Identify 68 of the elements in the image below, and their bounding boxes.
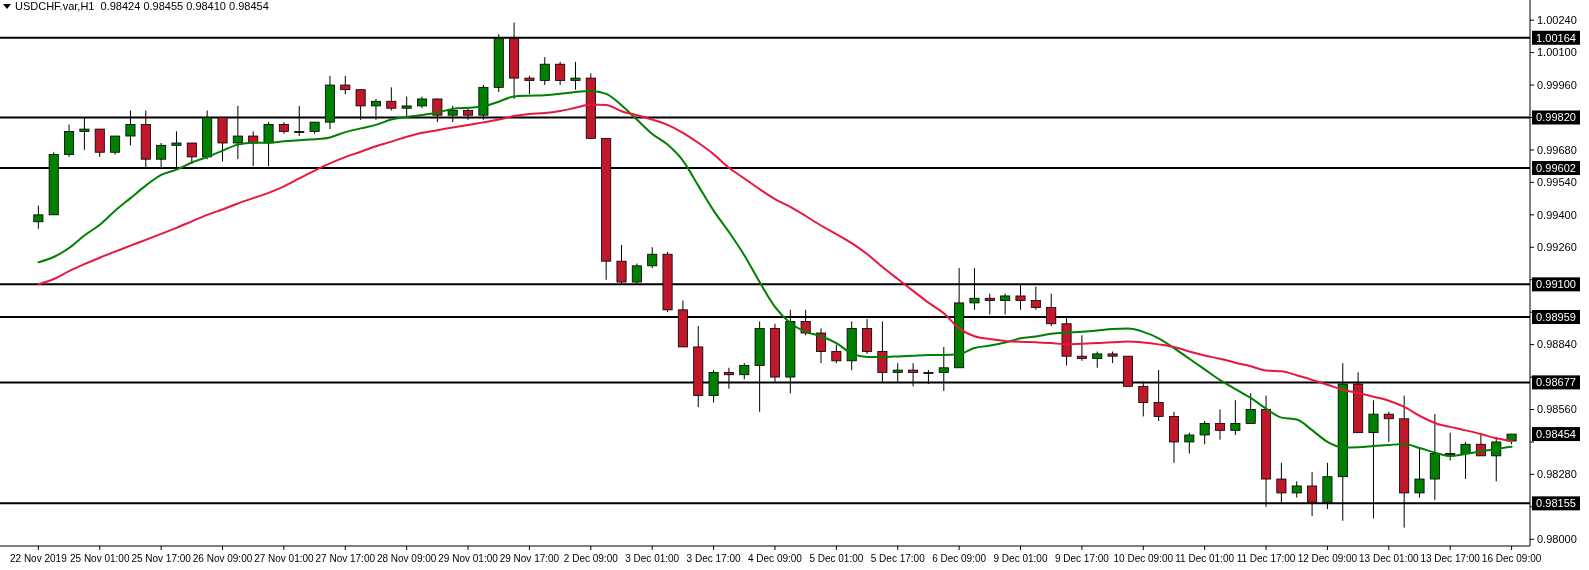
ref-line-label: 0.99820: [1536, 111, 1576, 124]
x-tick-label: 29 Nov 01:00: [438, 553, 499, 564]
y-tick-label: 1.00100: [1537, 46, 1577, 59]
x-tick-label: 12 Dec 09:00: [1297, 553, 1358, 564]
x-tick-label: 16 Dec 09:00: [1481, 553, 1542, 564]
y-tick-label: 1.00240: [1537, 14, 1577, 27]
x-tick-label: 9 Dec 17:00: [1054, 553, 1110, 564]
candlestick: [984, 293, 995, 315]
candlestick: [64, 123, 75, 158]
y-tick-label: 0.99960: [1537, 78, 1577, 91]
candlestick: [647, 246, 658, 269]
candlestick: [1199, 420, 1210, 445]
candlestick: [1000, 293, 1011, 315]
x-tick-label: 5 Dec 01:00: [809, 553, 864, 564]
candlestick: [524, 75, 535, 95]
candlestick: [110, 135, 121, 156]
x-tick-label: 13 Dec 17:00: [1420, 553, 1481, 564]
chart-title: USDCHF.var,H1 0.98424 0.98455 0.98410 0.98454: [15, 0, 269, 12]
x-tick-label: 9 Dec 01:00: [993, 553, 1048, 564]
ref-line-label: 0.99100: [1536, 278, 1576, 291]
x-tick-label: 29 Nov 17:00: [499, 553, 560, 564]
candlestick: [816, 327, 827, 364]
ref-line-label: 0.98677: [1536, 376, 1576, 389]
candlestick: [539, 56, 550, 86]
ref-line-label: 0.98155: [1536, 497, 1576, 510]
candlestick: [401, 96, 412, 118]
x-tick-label: 4 Dec 09:00: [748, 553, 803, 564]
candlestick: [1383, 411, 1394, 443]
candlestick: [1230, 399, 1241, 436]
y-tick-label: 0.98000: [1537, 533, 1577, 546]
y-tick-label: 0.98280: [1537, 468, 1577, 481]
candlestick: [386, 86, 397, 112]
candlestick: [1184, 432, 1195, 455]
candlestick: [340, 75, 351, 95]
candlestick: [33, 205, 44, 230]
candlestick: [94, 128, 105, 158]
x-tick-label: 5 Dec 17:00: [870, 553, 926, 564]
x-tick-label: 27 Nov 17:00: [315, 553, 376, 564]
x-tick-label: 26 Nov 09:00: [192, 553, 253, 564]
x-tick-label: 25 Nov 01:00: [70, 553, 130, 564]
x-tick-label: 25 Nov 17:00: [131, 553, 192, 564]
x-tick-label: 3 Dec 17:00: [686, 553, 741, 564]
x-tick-label: 27 Nov 01:00: [254, 553, 315, 564]
y-tick-label: 0.98560: [1537, 403, 1577, 416]
candlestick: [831, 344, 842, 364]
x-tick-label: 11 Dec 17:00: [1236, 553, 1296, 564]
x-tick-label: 11 Dec 01:00: [1175, 553, 1235, 564]
ref-line-label: 0.98959: [1536, 310, 1576, 323]
y-tick-label: 0.99400: [1537, 208, 1577, 221]
text: 0.98454: [1536, 427, 1576, 440]
x-tick-label: 28 Nov 09:00: [376, 553, 437, 564]
x-tick-label: 22 Nov 2019: [10, 553, 68, 564]
candlestick: [1030, 286, 1041, 311]
candlestick: [1245, 392, 1256, 424]
ref-line-label: 0.99602: [1536, 161, 1576, 174]
y-tick-label: 0.99680: [1537, 143, 1577, 156]
y-tick-label: 0.98840: [1537, 338, 1577, 351]
candlestick: [555, 61, 566, 86]
x-tick-label: 6 Dec 09:00: [932, 553, 987, 564]
ref-line-label: 1.00164: [1536, 31, 1576, 44]
y-tick-label: 0.99260: [1537, 241, 1577, 254]
x-tick-label: 10 Dec 09:00: [1113, 553, 1174, 564]
x-tick-label: 2 Dec 09:00: [563, 553, 619, 564]
x-tick-label: 3 Dec 01:00: [625, 553, 680, 564]
candlestick: [1076, 334, 1087, 362]
x-tick-label: 13 Dec 01:00: [1359, 553, 1419, 564]
y-tick-label: 0.99540: [1537, 176, 1577, 189]
candlestick: [1215, 409, 1226, 441]
